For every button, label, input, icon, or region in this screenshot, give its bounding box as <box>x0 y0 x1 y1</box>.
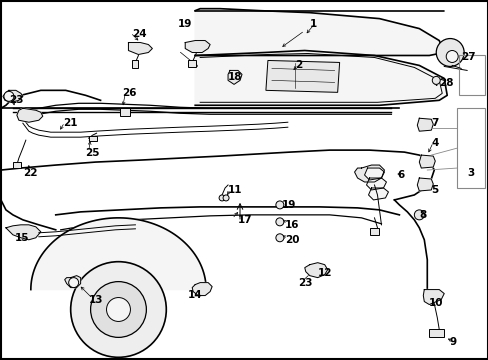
Bar <box>13 162 21 168</box>
Polygon shape <box>304 263 327 278</box>
Text: 22: 22 <box>23 168 37 178</box>
Polygon shape <box>265 60 339 92</box>
Text: 6: 6 <box>397 170 404 180</box>
Circle shape <box>435 39 463 67</box>
Circle shape <box>275 201 283 209</box>
Bar <box>88 136 96 141</box>
Circle shape <box>71 262 166 357</box>
Polygon shape <box>227 71 242 84</box>
Text: 12: 12 <box>317 268 331 278</box>
Text: 26: 26 <box>122 88 137 98</box>
Text: 19: 19 <box>178 19 192 29</box>
Text: 18: 18 <box>227 72 242 82</box>
Text: 11: 11 <box>227 185 242 195</box>
Circle shape <box>431 76 439 84</box>
Circle shape <box>90 282 146 337</box>
Circle shape <box>275 218 283 226</box>
Circle shape <box>4 91 14 101</box>
Bar <box>456 108 484 188</box>
Polygon shape <box>416 178 432 191</box>
Bar <box>132 60 138 68</box>
Text: 17: 17 <box>238 215 252 225</box>
Circle shape <box>446 50 457 62</box>
Polygon shape <box>364 168 384 180</box>
Polygon shape <box>419 155 434 168</box>
Bar <box>369 228 379 235</box>
Text: 24: 24 <box>132 28 147 39</box>
Polygon shape <box>195 9 443 55</box>
Polygon shape <box>368 188 387 200</box>
Text: 23: 23 <box>9 95 23 105</box>
Bar <box>188 60 196 67</box>
Bar <box>120 108 130 116</box>
Circle shape <box>413 210 424 220</box>
Text: 25: 25 <box>85 148 100 158</box>
Text: 9: 9 <box>448 337 455 347</box>
Polygon shape <box>423 289 443 305</box>
Text: 15: 15 <box>15 233 29 243</box>
Circle shape <box>68 278 79 288</box>
Bar <box>428 329 443 337</box>
Polygon shape <box>354 165 384 182</box>
Text: 7: 7 <box>430 118 438 128</box>
Polygon shape <box>3 90 23 102</box>
Text: 16: 16 <box>285 220 299 230</box>
Text: 27: 27 <box>460 53 475 63</box>
Text: 3: 3 <box>466 168 473 178</box>
Polygon shape <box>416 118 432 131</box>
Polygon shape <box>6 225 41 240</box>
Text: 14: 14 <box>188 289 203 300</box>
Polygon shape <box>128 42 152 54</box>
Polygon shape <box>195 50 447 105</box>
Text: 21: 21 <box>62 118 77 128</box>
Text: 4: 4 <box>430 138 438 148</box>
Polygon shape <box>64 276 81 288</box>
Text: 8: 8 <box>419 210 426 220</box>
Polygon shape <box>265 60 339 92</box>
Bar <box>458 55 484 95</box>
Circle shape <box>275 234 283 242</box>
Text: 19: 19 <box>281 200 296 210</box>
Text: 23: 23 <box>297 278 312 288</box>
Polygon shape <box>366 178 386 190</box>
Polygon shape <box>192 283 212 296</box>
Circle shape <box>223 195 228 201</box>
Text: 28: 28 <box>438 78 453 89</box>
Text: 10: 10 <box>428 298 443 307</box>
Text: 20: 20 <box>285 235 299 245</box>
Text: 5: 5 <box>430 185 438 195</box>
Circle shape <box>106 298 130 321</box>
Text: 13: 13 <box>88 294 103 305</box>
Polygon shape <box>31 218 206 289</box>
Polygon shape <box>185 41 210 53</box>
Polygon shape <box>17 108 42 122</box>
Text: 2: 2 <box>294 60 302 71</box>
Text: 1: 1 <box>309 19 316 29</box>
Circle shape <box>219 195 224 201</box>
